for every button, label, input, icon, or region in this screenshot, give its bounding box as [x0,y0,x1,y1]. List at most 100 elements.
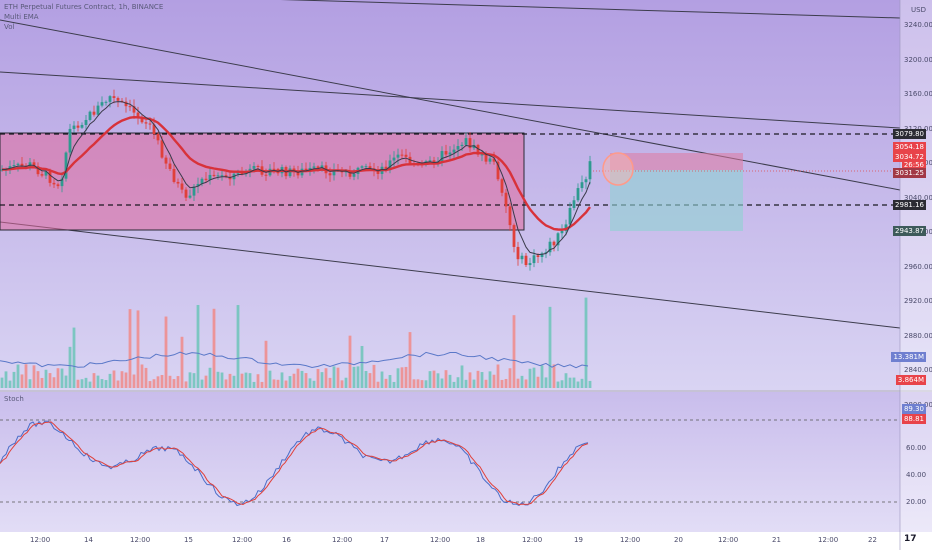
level-red-label: 3054.18 [893,142,926,152]
time-axis[interactable] [0,532,932,550]
volume-bar [536,376,540,388]
candle-body [220,175,224,177]
volume-bar [392,381,396,388]
volume-bar [520,375,524,388]
candle-body [384,166,388,171]
volume-bar [308,378,312,388]
candle-body [12,165,16,167]
volume-bar [388,375,392,388]
volume-bar [352,366,356,388]
volume-bar [192,373,196,388]
volume-bar [324,368,328,388]
volume-bar [112,370,116,388]
price-tick: 3120.00 [904,125,932,133]
volume-bar [320,372,324,388]
price-tick: 2960.00 [904,262,932,271]
time-tick: 12:00 [130,536,151,544]
volume-bar [576,381,580,388]
volume-bar [200,379,204,388]
candle-body [392,157,396,161]
ema-fast-line [1,101,591,256]
candle-body [160,140,164,158]
candle-body [116,97,120,101]
candle-body [508,206,512,226]
candle-body [492,158,496,162]
volume-bar [228,373,232,388]
volume-legend[interactable]: Vol [4,23,15,31]
volume-bar [548,306,552,388]
volume-bar [88,381,92,388]
volume-bar [8,380,12,388]
highlight-circle[interactable] [602,152,634,186]
volume-last-label: 3.864M [895,375,926,385]
volume-bar [16,364,20,388]
range-zone[interactable] [0,132,525,231]
volume-bar [524,379,528,388]
stoch-legend[interactable]: Stoch [4,395,24,403]
volume-bar [256,374,260,388]
volume-bar [176,376,180,388]
candle-body [180,183,184,190]
countdown-label: 26:56 [901,160,926,170]
volume-bar [372,364,376,388]
volume-bar [420,380,424,388]
candle-body [104,101,108,103]
volume-bar [568,377,572,388]
volume-bar [560,380,564,388]
candle-body [560,230,564,234]
candle-body [512,225,516,247]
time-tick: 14 [84,536,93,544]
volume-bar [456,377,460,388]
tv-logo-icon[interactable]: 17 [904,534,917,544]
candle-body [292,168,296,171]
candle-body [132,106,136,113]
candle-body [552,241,556,246]
volume-bar [220,372,224,388]
price-axis[interactable] [900,0,932,550]
volume-bar [288,376,292,388]
candle-body [584,179,588,183]
candle-body [60,178,64,187]
volume-bar [468,372,472,388]
ema-legend[interactable]: Multi EMA [4,13,39,21]
candle-body [76,125,80,128]
level-teal-label: 2943.87 [893,226,926,236]
time-tick: 16 [282,536,291,544]
candle-body [32,162,36,167]
candle-body [80,124,84,128]
candle-body [480,154,484,156]
symbol-legend[interactable]: ETH Perpetual Futures Contract, 1h, BINA… [4,3,164,11]
candle-body [148,123,152,125]
candle-body [164,157,168,164]
trendline-mid [0,19,901,191]
candle-body [68,128,72,153]
candle-body [348,170,352,177]
volume-bar [328,377,332,388]
candle-body [64,152,68,179]
position-stop-zone[interactable] [610,153,743,170]
volume-bar [400,367,404,388]
volume-bar [84,377,88,388]
time-tick: 18 [476,536,485,544]
position-target-zone[interactable] [610,170,743,231]
candle-body [40,174,44,176]
volume-bar [136,310,140,388]
candle-body [48,171,52,183]
candle-body [320,165,324,168]
volume-bar [32,365,36,388]
candle-body [100,102,104,106]
volume-bar [360,345,364,388]
volume-bar [408,332,412,388]
time-tick: 12:00 [620,536,641,544]
volume-bar [564,373,568,388]
stoch-tick: 20.00 [906,498,927,506]
volume-bar [384,378,388,388]
volume-bar [572,377,576,388]
candle-body [88,111,92,120]
volume-bar [20,374,24,388]
volume-bar [416,379,420,388]
time-tick: 22 [868,536,877,544]
price-tick: 2840.00 [904,366,932,374]
